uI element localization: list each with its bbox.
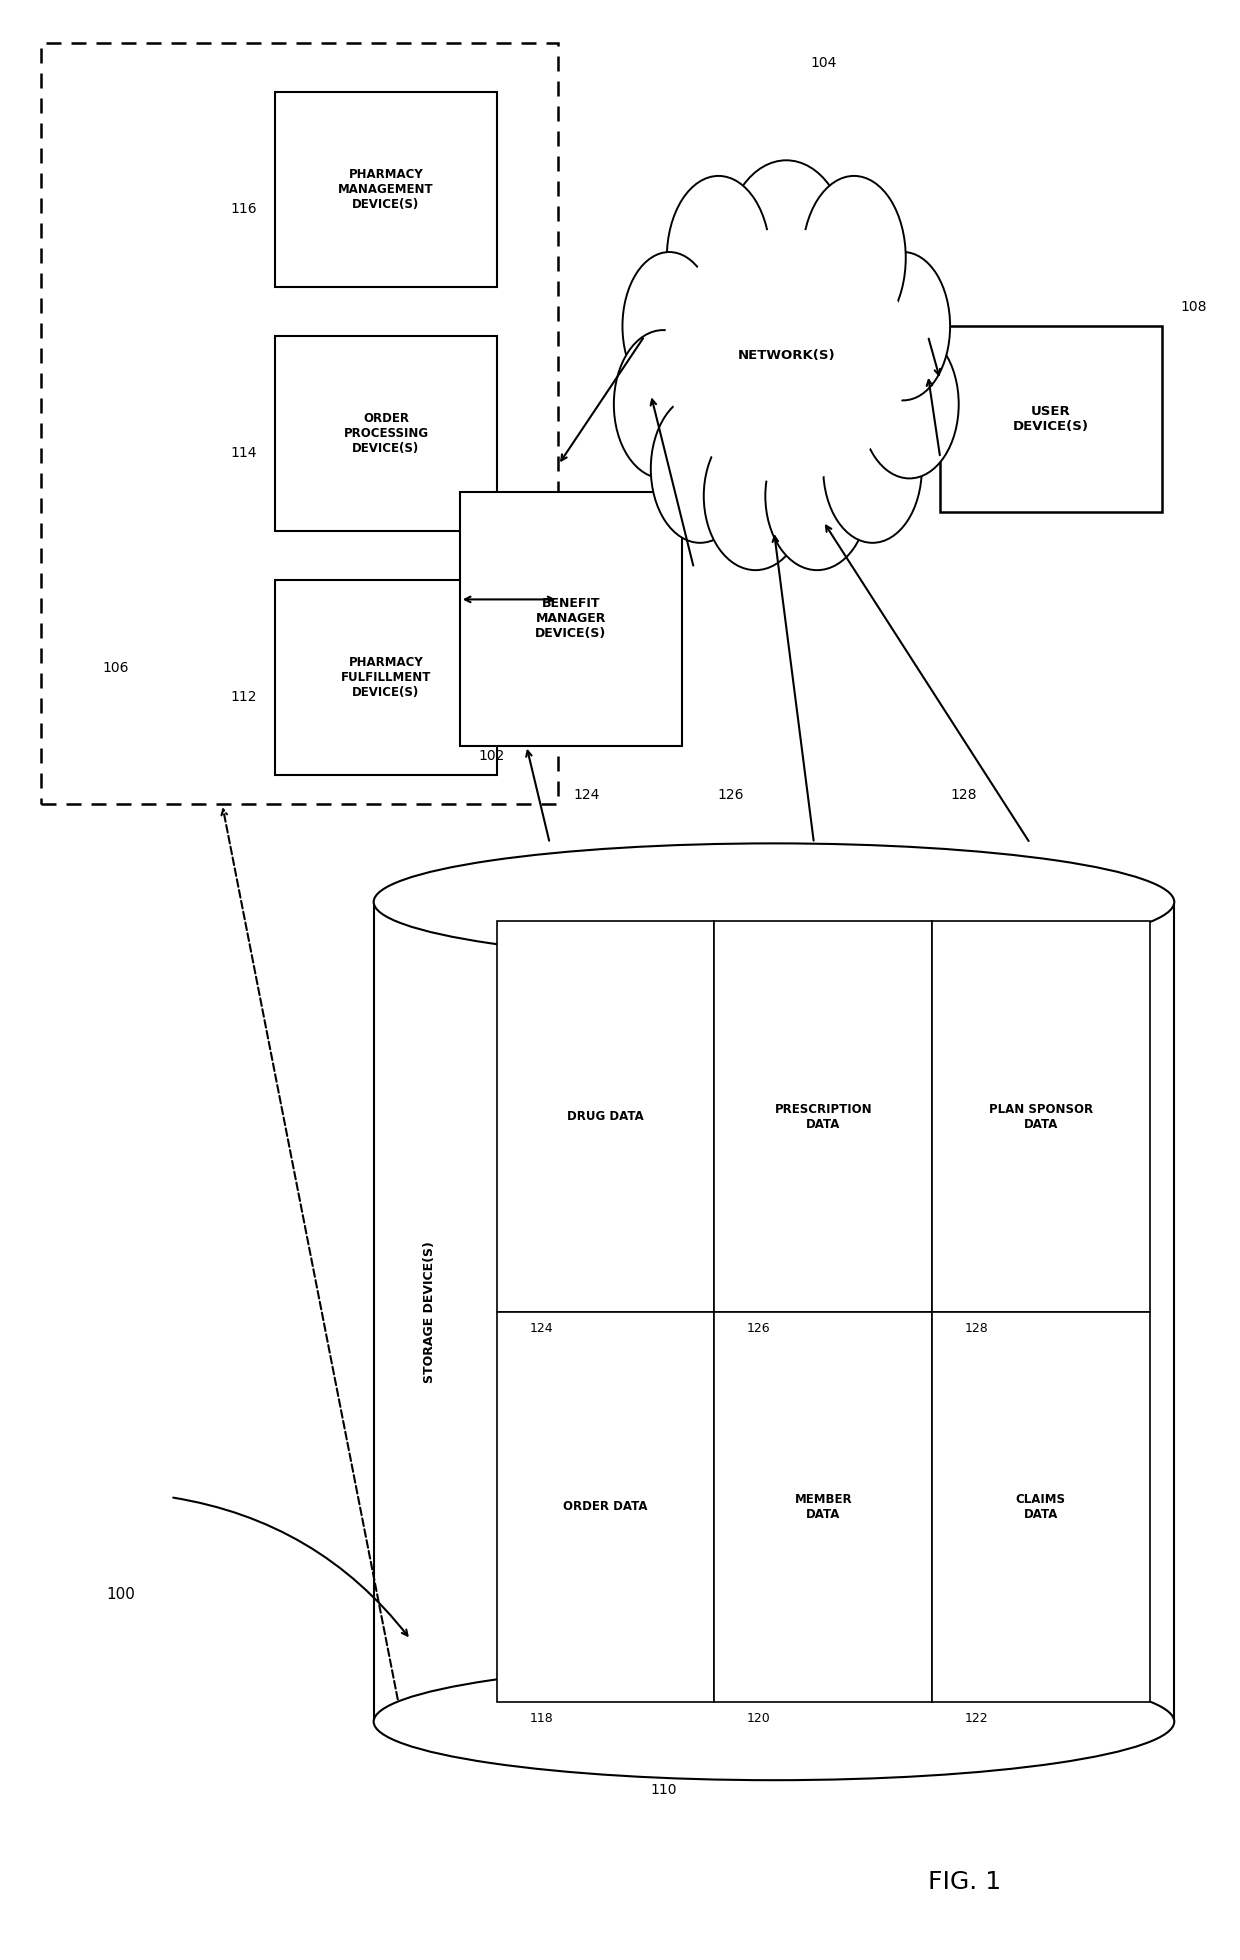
Text: NETWORK(S): NETWORK(S) <box>738 349 835 363</box>
Text: 126: 126 <box>746 1321 771 1335</box>
Bar <box>497 1311 714 1701</box>
Text: 124: 124 <box>529 1321 553 1335</box>
Ellipse shape <box>667 176 770 339</box>
Text: 112: 112 <box>231 690 257 704</box>
Text: MEMBER
DATA: MEMBER DATA <box>795 1494 852 1521</box>
Bar <box>275 92 497 288</box>
Ellipse shape <box>724 161 848 335</box>
Text: 128: 128 <box>950 788 977 802</box>
Ellipse shape <box>663 229 909 482</box>
Bar <box>275 580 497 774</box>
Text: 104: 104 <box>811 55 837 71</box>
Text: 126: 126 <box>718 788 744 802</box>
Ellipse shape <box>622 253 715 400</box>
Text: 100: 100 <box>107 1588 135 1601</box>
Bar <box>41 43 558 804</box>
Text: FIG. 1: FIG. 1 <box>929 1870 1002 1893</box>
Ellipse shape <box>861 329 959 478</box>
Text: 124: 124 <box>574 788 600 802</box>
Text: PHARMACY
MANAGEMENT
DEVICE(S): PHARMACY MANAGEMENT DEVICE(S) <box>339 169 434 212</box>
Bar <box>714 1311 932 1701</box>
Bar <box>275 335 497 531</box>
Text: BENEFIT
MANAGER
DEVICE(S): BENEFIT MANAGER DEVICE(S) <box>536 598 606 641</box>
Text: 108: 108 <box>1180 300 1207 314</box>
Ellipse shape <box>765 421 869 570</box>
Text: 128: 128 <box>965 1321 988 1335</box>
Text: STORAGE DEVICE(S): STORAGE DEVICE(S) <box>423 1241 435 1382</box>
Bar <box>714 921 932 1311</box>
Bar <box>460 492 682 747</box>
Ellipse shape <box>651 210 921 502</box>
Ellipse shape <box>373 843 1174 960</box>
Text: 120: 120 <box>746 1711 771 1725</box>
Text: 102: 102 <box>479 749 505 762</box>
Bar <box>497 921 714 1311</box>
Text: PRESCRIPTION
DATA: PRESCRIPTION DATA <box>775 1103 872 1131</box>
Text: CLAIMS
DATA: CLAIMS DATA <box>1016 1494 1066 1521</box>
Text: 116: 116 <box>231 202 257 216</box>
Text: PLAN SPONSOR
DATA: PLAN SPONSOR DATA <box>988 1103 1092 1131</box>
Text: 122: 122 <box>965 1711 988 1725</box>
Text: ORDER
PROCESSING
DEVICE(S): ORDER PROCESSING DEVICE(S) <box>343 412 429 455</box>
Text: 106: 106 <box>103 661 129 674</box>
Text: ORDER DATA: ORDER DATA <box>563 1501 647 1513</box>
Ellipse shape <box>802 176 905 339</box>
Bar <box>373 902 1174 1721</box>
Ellipse shape <box>373 1664 1174 1780</box>
Bar <box>940 325 1162 512</box>
Text: 110: 110 <box>651 1784 677 1797</box>
Ellipse shape <box>823 394 921 543</box>
Text: PHARMACY
FULFILLMENT
DEVICE(S): PHARMACY FULFILLMENT DEVICE(S) <box>341 657 432 700</box>
Text: 118: 118 <box>529 1711 553 1725</box>
Ellipse shape <box>704 421 807 570</box>
Text: 114: 114 <box>231 447 257 461</box>
Text: DRUG DATA: DRUG DATA <box>567 1109 644 1123</box>
Ellipse shape <box>651 394 749 543</box>
Bar <box>932 921 1149 1311</box>
Ellipse shape <box>857 253 950 400</box>
Ellipse shape <box>614 329 712 478</box>
Bar <box>932 1311 1149 1701</box>
Text: USER
DEVICE(S): USER DEVICE(S) <box>1013 406 1089 433</box>
